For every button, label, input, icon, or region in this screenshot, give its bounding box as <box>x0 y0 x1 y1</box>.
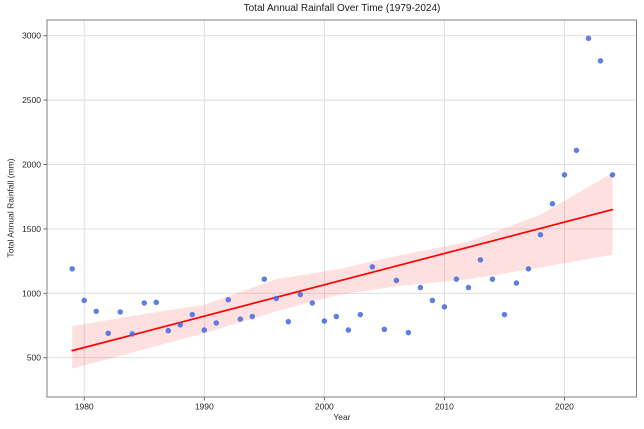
scatter-point <box>453 276 460 282</box>
scatter-point <box>141 300 147 306</box>
scatter-point <box>237 316 244 322</box>
scatter-point <box>321 318 328 324</box>
x-tick-label: 2010 <box>435 402 454 412</box>
scatter-point <box>405 329 412 336</box>
scatter-point <box>417 284 424 291</box>
scatter-point <box>441 304 448 310</box>
y-tick-label: 2000 <box>22 160 41 170</box>
scatter-point <box>309 300 316 306</box>
scatter-point <box>429 297 436 304</box>
scatter-point <box>129 331 135 337</box>
trend-line <box>71 208 614 352</box>
scatter-point <box>117 309 123 315</box>
scatter-point <box>393 277 400 284</box>
scatter-point <box>525 266 532 272</box>
scatter-point <box>333 313 340 320</box>
scatter-point <box>189 311 196 318</box>
scatter-point <box>585 35 592 42</box>
x-axis-label: Year <box>333 412 351 422</box>
scatter-point <box>297 291 304 298</box>
y-tick-label: 2500 <box>22 95 41 105</box>
scatter-point <box>381 326 388 333</box>
scatter-point <box>357 311 364 318</box>
plot-frame <box>46 19 637 398</box>
scatter-point <box>345 327 352 333</box>
scatter-point <box>489 276 496 282</box>
scatter-point <box>201 327 208 333</box>
scatter-point <box>549 201 556 207</box>
confidence-band <box>72 172 613 369</box>
scatter-point <box>561 172 568 178</box>
scatter-point <box>537 231 544 238</box>
scatter-point <box>261 276 268 282</box>
chart-title: Total Annual Rainfall Over Time (1979-20… <box>243 3 441 14</box>
x-tick-label: 1990 <box>195 402 214 412</box>
scatter-point <box>213 320 220 326</box>
y-tick-label: 1500 <box>22 224 41 234</box>
scatter-point <box>573 147 580 154</box>
scatter-point <box>465 284 472 291</box>
scatter-point <box>225 297 232 303</box>
scatter-point <box>249 313 256 320</box>
scatter-point <box>501 311 508 318</box>
scatter-point <box>369 264 376 270</box>
scatter-point <box>69 266 75 272</box>
scatter-point <box>165 327 172 334</box>
scatter-point <box>105 330 111 336</box>
scatter-point <box>81 297 87 304</box>
scatter-point <box>597 58 604 64</box>
scatter-point <box>285 318 292 325</box>
scatter-point <box>177 322 184 328</box>
x-tick-label: 2000 <box>315 402 334 412</box>
y-tick-label: 1000 <box>22 288 41 298</box>
scatter-point <box>477 257 484 263</box>
scatter-point <box>609 172 616 178</box>
x-tick-label: 1980 <box>75 402 94 412</box>
y-tick-label: 3000 <box>22 31 41 41</box>
y-tick-label: 500 <box>27 353 41 363</box>
x-tick-label: 2020 <box>555 402 574 412</box>
scatter-point <box>273 295 280 302</box>
scatter-point <box>513 280 520 286</box>
scatter-point <box>153 299 160 306</box>
scatter-point <box>93 308 99 315</box>
